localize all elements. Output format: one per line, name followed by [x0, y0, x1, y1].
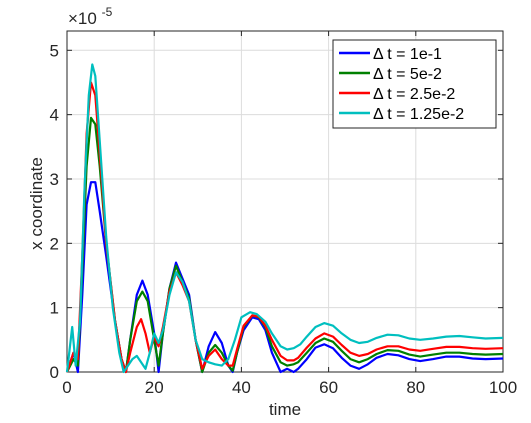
x-tick-label: 20	[145, 378, 164, 397]
axis-ticks	[66, 31, 504, 373]
tick-labels: 0 20 40 60 80 100 0 1 2 3 4 5	[50, 41, 518, 397]
x-tick-label: 40	[232, 378, 251, 397]
x-tick-label: 100	[489, 378, 517, 397]
y-scale-exponent: ×10 -5	[68, 5, 113, 28]
x-tick-label: 80	[406, 378, 425, 397]
y-tick-label: 3	[50, 170, 59, 189]
x-axis-label: time	[269, 400, 301, 419]
legend-label-2: Δ t = 5e-2	[373, 66, 442, 83]
y-tick-label: 2	[50, 234, 59, 253]
y-tick-label: 4	[50, 106, 59, 125]
legend-label-4: Δ t = 1.25e-2	[373, 106, 464, 123]
series-lines	[65, 63, 504, 374]
y-tick-label: 5	[50, 41, 59, 60]
series-line-4	[65, 63, 504, 374]
legend-box	[332, 39, 497, 129]
y-scale-exponent-power: -5	[102, 5, 113, 19]
legend-label-3: Δ t = 2.5e-2	[373, 86, 455, 103]
x-tick-label: 60	[319, 378, 338, 397]
y-scale-exponent-base: ×10	[68, 9, 97, 28]
x-tick-label: 0	[62, 378, 71, 397]
y-tick-label: 0	[50, 363, 59, 382]
legend-label-1: Δ t = 1e-1	[373, 46, 442, 63]
y-axis-label: x coordinate	[27, 157, 46, 250]
y-tick-label: 1	[50, 299, 59, 318]
plot-frame	[66, 30, 504, 373]
legend: Δ t = 1e-1 Δ t = 5e-2 Δ t = 2.5e-2 Δ t = 1.…	[332, 39, 497, 129]
